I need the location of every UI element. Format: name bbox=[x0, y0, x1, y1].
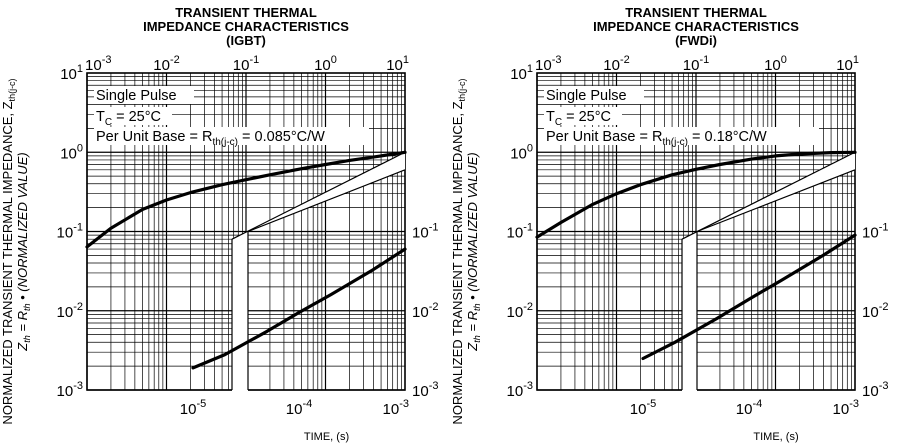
annotation-background bbox=[94, 107, 172, 125]
annotation-line-2: Per Unit Base = Rth(j-c) = 0.18°C/W bbox=[546, 129, 767, 148]
x-bottom-tick-label: 10-3 bbox=[383, 398, 409, 418]
x-bottom-tick-label: 10-5 bbox=[180, 398, 206, 418]
curve-long-time bbox=[85, 150, 407, 249]
y-right-tick-label: 10-1 bbox=[412, 222, 438, 242]
x-top-tick-label: 10-1 bbox=[233, 54, 259, 74]
annotation-line-2: Per Unit Base = Rth(j-c) = 0.085°C/W bbox=[96, 129, 325, 148]
annotation-background bbox=[544, 86, 644, 104]
y-tick-label: 10-3 bbox=[57, 380, 83, 400]
annotation-background bbox=[544, 107, 622, 125]
annotation-background bbox=[94, 86, 194, 104]
curve-long-time bbox=[535, 150, 857, 239]
x-bottom-tick-label: 10-5 bbox=[630, 398, 656, 418]
y-tick-label: 101 bbox=[60, 63, 83, 83]
y-tick-label: 10-2 bbox=[507, 301, 533, 321]
x-axis-label: TIME, (s) bbox=[304, 431, 349, 443]
y-tick-label: 101 bbox=[510, 63, 533, 83]
chart-title: TRANSIENT THERMAL IMPEDANCE CHARACTERISTI… bbox=[143, 5, 349, 48]
annotation-background bbox=[544, 127, 819, 145]
curve-short-time bbox=[641, 233, 857, 361]
y-right-tick-label: 10-1 bbox=[862, 222, 888, 242]
axis-break-edge-upper bbox=[681, 151, 856, 240]
y-tick-label: 10-1 bbox=[57, 222, 83, 242]
axis-break-gap bbox=[682, 152, 855, 392]
y-tick-label: 10-3 bbox=[507, 380, 533, 400]
y-axis-label: NORMALIZED TRANSIENT THERMAL IMPEDANCE, … bbox=[0, 78, 17, 424]
y-tick-label: 100 bbox=[60, 142, 83, 162]
x-top-tick-label: 100 bbox=[764, 54, 787, 74]
x-top-tick-label: 10-2 bbox=[603, 54, 629, 74]
x-bottom-tick-label: 10-4 bbox=[736, 398, 762, 418]
axis-break-edge-lower bbox=[696, 169, 856, 233]
annotation-background bbox=[94, 127, 369, 145]
y-axis-sublabel: Zth = Rth • (NORMALIZED VALUE) bbox=[465, 152, 482, 351]
annotation-line-1: TC = 25°C bbox=[546, 109, 611, 128]
y-right-tick-label: 10-3 bbox=[412, 380, 438, 400]
x-top-tick-label: 10-3 bbox=[535, 54, 561, 74]
annotation-line-0: Single Pulse bbox=[96, 88, 177, 104]
y-axis-label: NORMALIZED TRANSIENT THERMAL IMPEDANCE, … bbox=[450, 78, 467, 424]
x-top-tick-label: 101 bbox=[386, 54, 409, 74]
y-tick-label: 10-1 bbox=[507, 222, 533, 242]
y-tick-label: 100 bbox=[510, 142, 533, 162]
x-bottom-tick-label: 10-4 bbox=[286, 398, 312, 418]
x-axis-label: TIME, (s) bbox=[753, 431, 798, 443]
annotation-line-1: TC = 25°C bbox=[96, 109, 161, 128]
x-top-tick-label: 100 bbox=[314, 54, 337, 74]
x-top-tick-label: 10-3 bbox=[85, 54, 111, 74]
curve-short-time bbox=[191, 247, 407, 370]
axis-break-edge-upper bbox=[231, 151, 406, 240]
y-right-tick-label: 10-2 bbox=[862, 301, 888, 321]
y-tick-label: 10-2 bbox=[57, 301, 83, 321]
chart-title: TRANSIENT THERMAL IMPEDANCE CHARACTERISTI… bbox=[593, 5, 799, 48]
axis-break-gap bbox=[232, 152, 405, 392]
y-right-tick-label: 10-2 bbox=[412, 301, 438, 321]
axis-break-edge-lower bbox=[247, 169, 406, 233]
y-axis-sublabel: Zth = Rth • (NORMALIZED VALUE) bbox=[15, 152, 32, 351]
chart-panel-0: TRANSIENT THERMAL IMPEDANCE CHARACTERISTI… bbox=[0, 5, 438, 443]
x-top-tick-label: 10-2 bbox=[153, 54, 179, 74]
annotation-line-0: Single Pulse bbox=[546, 88, 627, 104]
y-right-tick-label: 10-3 bbox=[862, 380, 888, 400]
x-top-tick-label: 101 bbox=[836, 54, 859, 74]
x-bottom-tick-label: 10-3 bbox=[833, 398, 859, 418]
chart-panel-1: TRANSIENT THERMAL IMPEDANCE CHARACTERISTI… bbox=[450, 5, 888, 443]
x-top-tick-label: 10-1 bbox=[683, 54, 709, 74]
